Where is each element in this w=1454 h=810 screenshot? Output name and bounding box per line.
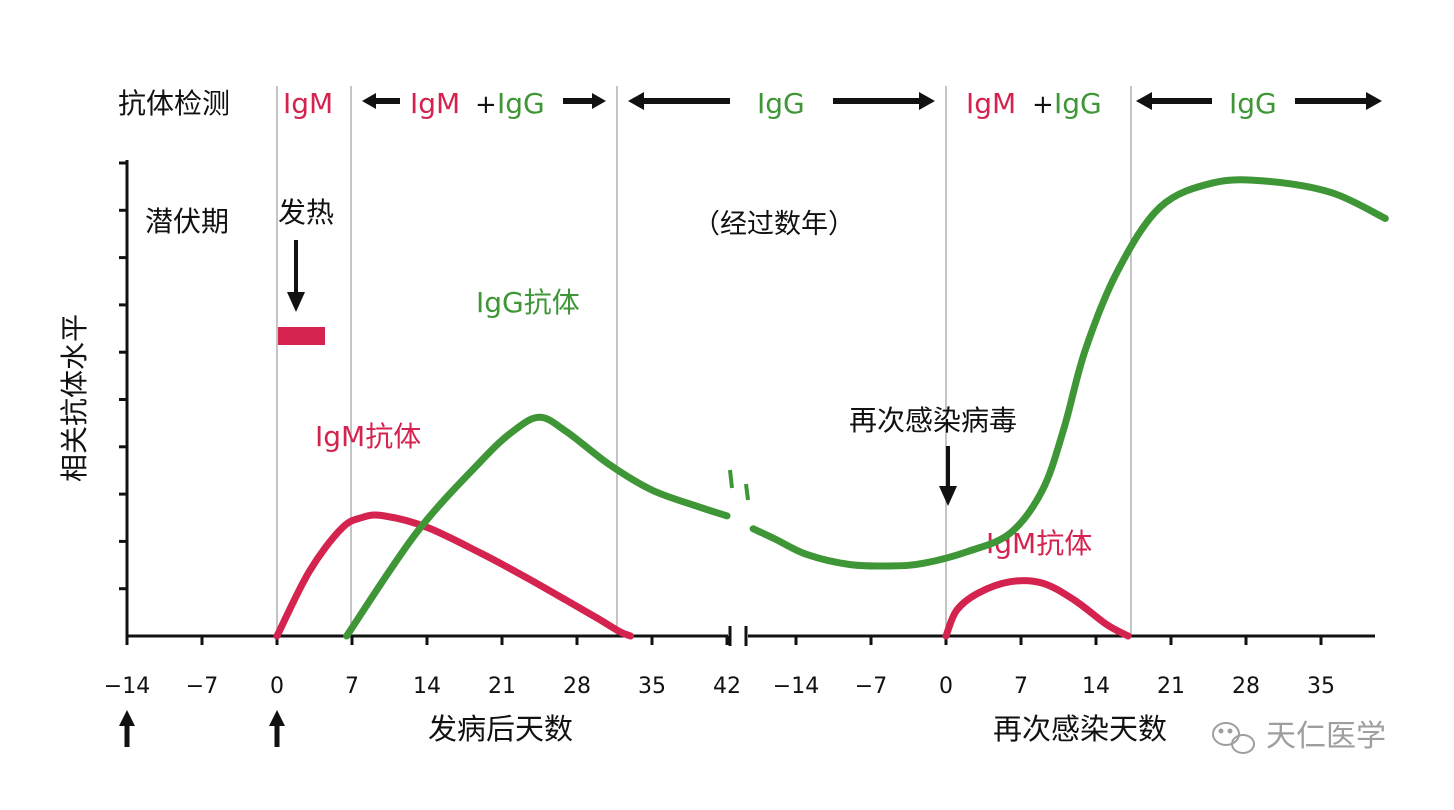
watermark: 天仁医学 xyxy=(1212,719,1386,754)
x-tick-label: 28 xyxy=(1232,674,1260,699)
y-axis xyxy=(119,160,129,636)
header-igm-2: IgM xyxy=(410,87,460,120)
x-axis-label-right: 再次感染天数 xyxy=(993,712,1167,746)
arrow-up-day0 xyxy=(269,710,285,747)
x-tick-label: 0 xyxy=(270,674,284,699)
x-tick-label: 42 xyxy=(713,674,741,699)
arrow-igg-2-left xyxy=(1136,92,1212,110)
x-tick-label: 14 xyxy=(413,674,441,699)
x-tick-label: −14 xyxy=(104,674,150,699)
y-axis-label: 相关抗体水平 xyxy=(58,314,91,482)
watermark-text: 天仁医学 xyxy=(1266,719,1386,754)
wechat-icon xyxy=(1212,722,1255,754)
arrow-up-minus14 xyxy=(119,710,135,747)
arrow-igg-2-right xyxy=(1295,92,1382,110)
x-tick-label: −14 xyxy=(773,674,819,699)
x-tick-label: −7 xyxy=(855,674,887,699)
arrow-igg-left xyxy=(628,92,730,110)
x-ticks-left: −14 −7 0 7 14 21 28 35 42 xyxy=(104,636,741,699)
x-tick-label: 35 xyxy=(1307,674,1335,699)
x-axis xyxy=(127,626,1375,646)
header-title: 抗体检测 xyxy=(118,87,230,120)
arrow-igm-igg-left xyxy=(362,93,400,109)
igm-curve-panel-2 xyxy=(942,577,1132,640)
incubation-label: 潜伏期 xyxy=(145,205,229,238)
header-igg-2: IgG xyxy=(757,87,805,120)
header-igm-1: IgM xyxy=(283,87,333,120)
igm-antibody-label-2: IgM抗体 xyxy=(986,527,1092,560)
fever-arrow xyxy=(287,240,305,312)
igg-antibody-label: IgG抗体 xyxy=(476,286,580,319)
x-tick-label: −7 xyxy=(186,674,218,699)
x-tick-label: 14 xyxy=(1082,674,1110,699)
x-tick-label: 21 xyxy=(488,674,516,699)
reinfection-arrow xyxy=(939,446,957,506)
arrow-igg-right xyxy=(833,92,935,110)
header-igm-3: IgM xyxy=(966,87,1016,120)
x-tick-label: 28 xyxy=(563,674,591,699)
header-plus-1: + xyxy=(475,90,497,120)
x-ticks-right: −14 −7 0 7 14 21 28 35 xyxy=(773,636,1335,699)
x-tick-label: 21 xyxy=(1157,674,1185,699)
igm-antibody-label: IgM抗体 xyxy=(315,420,421,453)
arrow-igm-igg-right xyxy=(563,93,606,109)
x-tick-label: 35 xyxy=(638,674,666,699)
header-row: 抗体检测 IgM IgM + IgG IgG IgM + IgG IgG xyxy=(118,87,1382,120)
x-tick-label: 7 xyxy=(345,674,359,699)
igm-curve-panel-1 xyxy=(273,511,635,640)
curves xyxy=(273,176,1389,640)
fever-label: 发热 xyxy=(278,196,334,229)
x-tick-label: 0 xyxy=(939,674,953,699)
curve-break-mark xyxy=(728,469,734,489)
x-tick-label: 7 xyxy=(1014,674,1028,699)
x-axis-label-left: 发病后天数 xyxy=(428,712,573,746)
phase-dividers xyxy=(276,86,1132,636)
years-label: （经过数年） xyxy=(693,209,855,240)
igg-curve-panel-1 xyxy=(343,413,731,640)
curve-break-mark xyxy=(744,483,750,501)
igg-curve-panel-2 xyxy=(749,176,1389,570)
fever-bar xyxy=(278,327,325,345)
header-igg-4: IgG xyxy=(1229,87,1277,120)
reinfection-label: 再次感染病毒 xyxy=(849,404,1017,437)
header-plus-2: + xyxy=(1032,90,1054,120)
header-igg-3: IgG xyxy=(1054,87,1102,120)
header-igg-1: IgG xyxy=(497,87,545,120)
